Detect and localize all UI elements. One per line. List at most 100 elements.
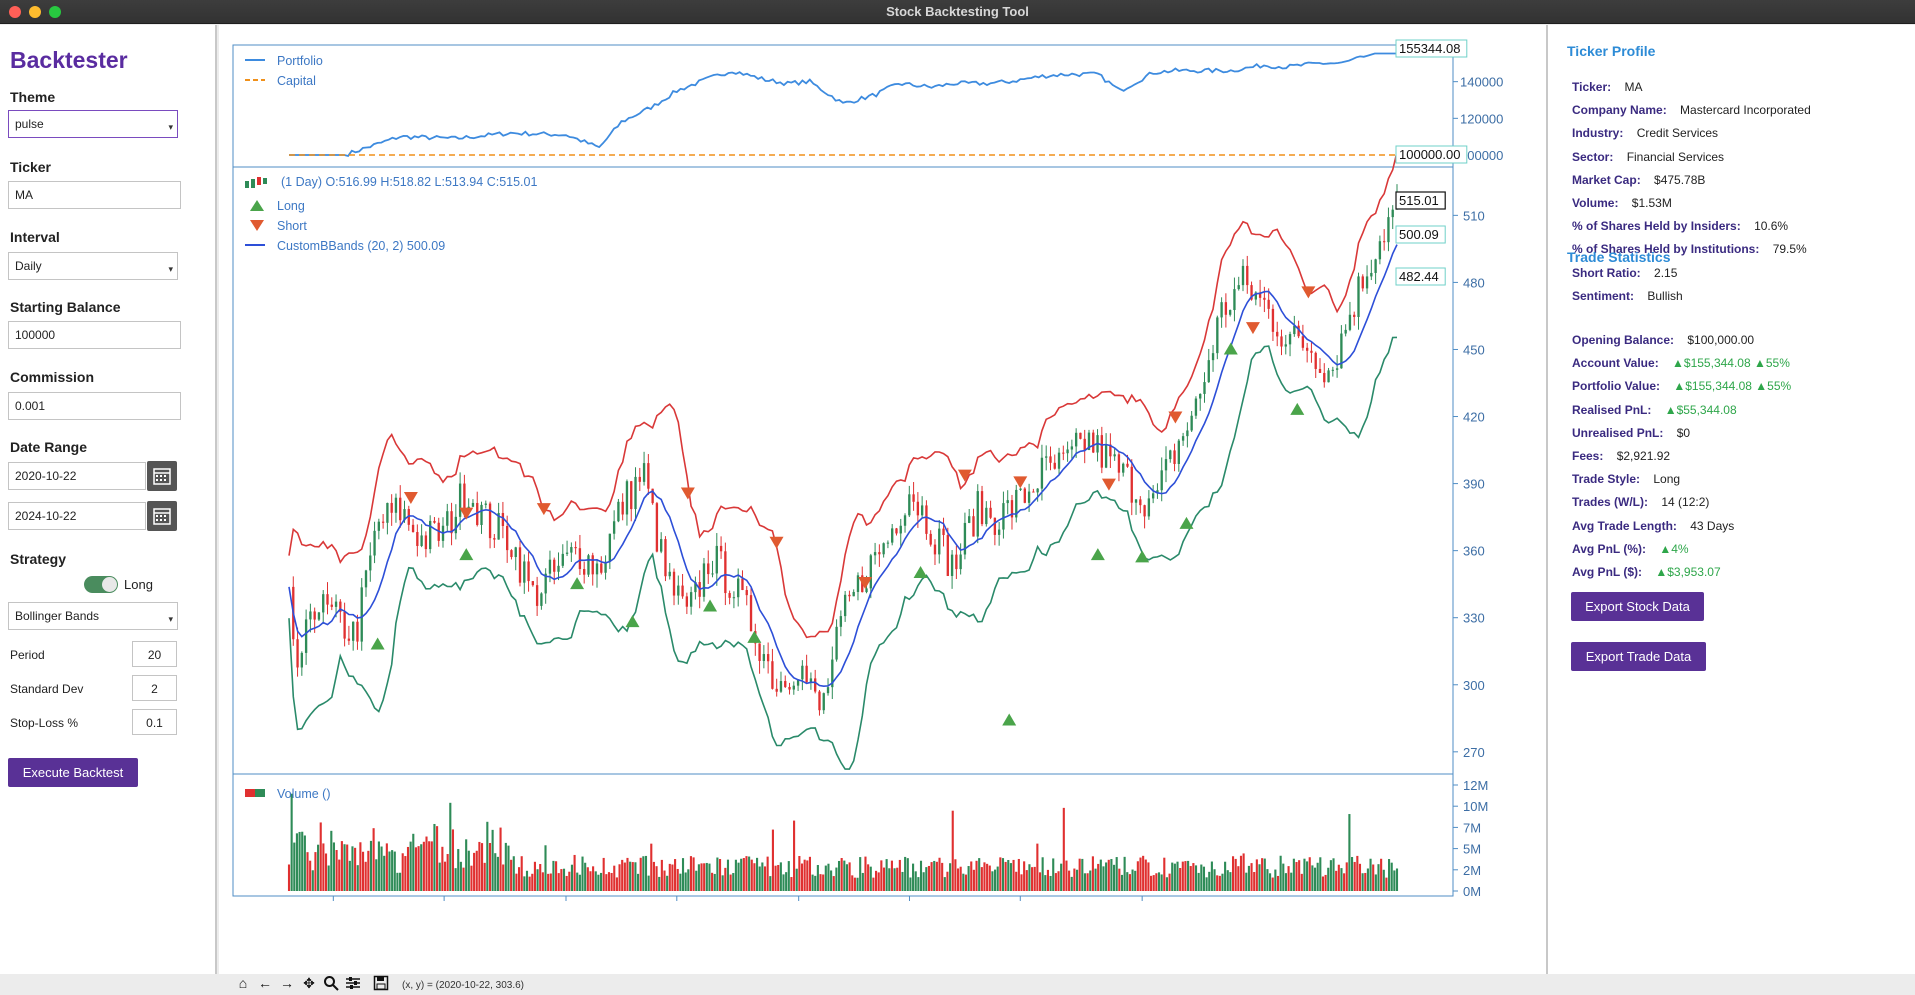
- save-icon[interactable]: [371, 973, 391, 993]
- volume-bar: [584, 862, 587, 891]
- candle-body: [377, 521, 381, 531]
- volume-bar: [1380, 858, 1383, 891]
- starting-balance-input[interactable]: [8, 321, 181, 349]
- end-date-calendar-button[interactable]: [147, 501, 177, 531]
- strategy-dropdown[interactable]: Bollinger Bands ▾: [8, 602, 178, 630]
- volume-bar: [499, 827, 502, 891]
- short-marker: [680, 487, 695, 500]
- volume-bar: [771, 829, 774, 891]
- volume-bar: [483, 862, 486, 891]
- volume-bar: [361, 851, 365, 891]
- ticker-input[interactable]: [8, 181, 181, 209]
- volume-bar: [388, 851, 391, 891]
- candle-body: [1254, 292, 1257, 300]
- stat-row: Portfolio Value: ▲$155,344.08 ▲55%: [1572, 379, 1791, 393]
- backtest-chart[interactable]: 100000 120000 140000 270 300 330 360 390 420 450 4…: [219, 25, 1546, 974]
- candle-body: [330, 604, 333, 607]
- volume-bar: [1356, 855, 1359, 891]
- volume-bar: [1142, 855, 1145, 891]
- candle-body: [454, 516, 458, 534]
- volume-bar: [518, 867, 521, 891]
- execute-backtest-button[interactable]: Execute Backtest: [8, 758, 138, 787]
- volume-bar: [1358, 863, 1362, 891]
- profile-row: % of Shares Held by Insiders: 10.6%: [1572, 219, 1788, 233]
- volume-bar: [1239, 855, 1243, 891]
- candle-body: [1036, 488, 1039, 493]
- volume-bar: [798, 855, 801, 891]
- volume-bar: [869, 866, 872, 891]
- volume-bar: [470, 865, 473, 891]
- candle-body: [1160, 470, 1163, 491]
- volume-bar: [322, 843, 325, 891]
- volume-bar: [951, 810, 954, 891]
- candle-body: [587, 555, 590, 575]
- volume-bar: [1284, 873, 1287, 891]
- app-brand: Backtester: [10, 47, 128, 73]
- candle-body: [309, 611, 312, 620]
- candle-body: [809, 678, 813, 683]
- volume-bar: [607, 872, 611, 891]
- volume-bar: [1120, 874, 1124, 891]
- commission-input[interactable]: [8, 392, 181, 420]
- stat-value: Long: [1653, 472, 1681, 487]
- close-window-button[interactable]: [9, 6, 21, 18]
- configure-icon[interactable]: [343, 973, 363, 993]
- volume-bar: [721, 875, 724, 891]
- volume-bar: [544, 845, 547, 891]
- volume-bar: [1210, 861, 1213, 891]
- volume-legend-label: Volume (): [277, 787, 331, 801]
- volume-bar: [1036, 843, 1039, 891]
- candle-body: [865, 588, 868, 593]
- home-icon[interactable]: ⌂: [238, 975, 248, 991]
- zoom-icon[interactable]: [321, 973, 341, 993]
- window-titlebar: Stock Backtesting Tool: [0, 0, 1915, 24]
- long-short-toggle[interactable]: [84, 576, 118, 593]
- candle-body: [1267, 299, 1270, 309]
- maximize-window-button[interactable]: [49, 6, 61, 18]
- chevron-down-icon: ▾: [168, 122, 173, 132]
- candle-body: [929, 533, 932, 545]
- volume-bar: [295, 833, 298, 891]
- profile-row: % of Shares Held by Institutions: 79.5%: [1572, 242, 1807, 256]
- volume-bar: [404, 856, 407, 891]
- plot-area: 100000 120000 140000 270 300 330 360 390 420 450 4…: [219, 25, 1546, 991]
- long-marker: [1179, 516, 1194, 529]
- volume-bar: [808, 856, 812, 891]
- pan-icon[interactable]: ✥: [303, 974, 315, 991]
- candle-body: [1139, 499, 1142, 506]
- volume-bar: [512, 856, 515, 891]
- candle-body: [334, 601, 338, 607]
- start-date-calendar-button[interactable]: [147, 461, 177, 491]
- theme-dropdown[interactable]: pulse ▾: [8, 110, 178, 138]
- volume-bar: [822, 874, 825, 891]
- candle-body: [1288, 334, 1292, 345]
- interval-dropdown[interactable]: Daily ▾: [8, 252, 178, 280]
- export-stock-data-button[interactable]: Export Stock Data: [1571, 592, 1704, 621]
- chevron-down-icon: ▾: [168, 264, 173, 274]
- period-input[interactable]: 20: [132, 641, 177, 667]
- forward-arrow-icon[interactable]: →: [280, 975, 294, 991]
- candle-body: [548, 559, 552, 574]
- export-trade-data-button[interactable]: Export Trade Data: [1571, 642, 1706, 671]
- candle-body: [814, 678, 817, 692]
- start-date-input[interactable]: [8, 462, 146, 490]
- candle-body: [749, 595, 753, 632]
- stddev-input[interactable]: 2: [132, 675, 177, 701]
- volume-bar: [718, 858, 722, 891]
- back-arrow-icon[interactable]: ←: [258, 975, 272, 991]
- candle-body: [856, 575, 860, 592]
- volume-bar: [824, 865, 827, 891]
- volume-bar: [1007, 859, 1010, 891]
- candle-body: [540, 593, 543, 606]
- volume-bar: [1097, 863, 1100, 891]
- volume-bar: [1313, 867, 1317, 891]
- candle-legend-icon: [245, 177, 267, 188]
- stat-key: Avg PnL (%):: [1572, 541, 1646, 556]
- minimize-window-button[interactable]: [29, 6, 41, 18]
- stop-loss-input[interactable]: 0.1: [132, 709, 177, 735]
- volume-bar: [1001, 858, 1005, 891]
- volume-bar: [303, 835, 306, 891]
- end-date-input[interactable]: [8, 502, 146, 530]
- candle-body: [1271, 308, 1275, 332]
- volume-bar: [488, 842, 492, 891]
